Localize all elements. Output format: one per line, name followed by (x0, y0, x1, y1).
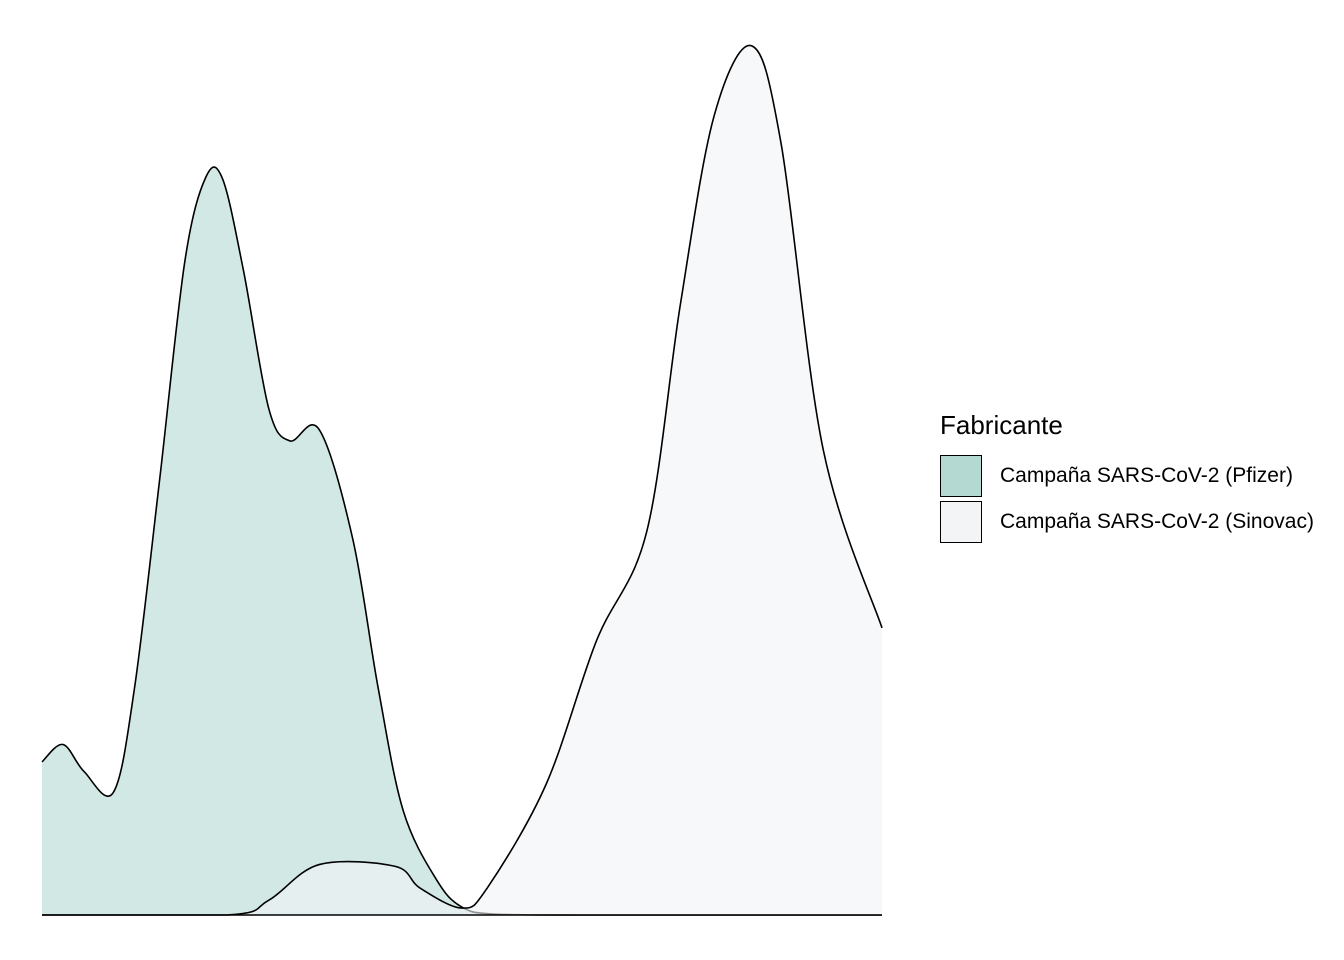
legend-title: Fabricante (940, 410, 1063, 440)
legend-key-pfizer (940, 455, 982, 498)
legend: Fabricante Campaña SARS-CoV-2 (Pfizer) C… (940, 410, 1314, 545)
legend-key-sinovac (940, 501, 982, 544)
legend-label-pfizer: Campaña SARS-CoV-2 (Pfizer) (1000, 464, 1293, 488)
legend-item-pfizer: Campaña SARS-CoV-2 (Pfizer) (940, 453, 1314, 499)
density-line-sinovac (42, 44, 883, 916)
density-line-pfizer (41, 166, 882, 916)
density-area-sinovac (42, 45, 882, 915)
density-area-pfizer (42, 167, 882, 916)
legend-label-sinovac: Campaña SARS-CoV-2 (Sinovac) (1000, 510, 1314, 534)
legend-item-sinovac: Campaña SARS-CoV-2 (Sinovac) (940, 499, 1314, 545)
